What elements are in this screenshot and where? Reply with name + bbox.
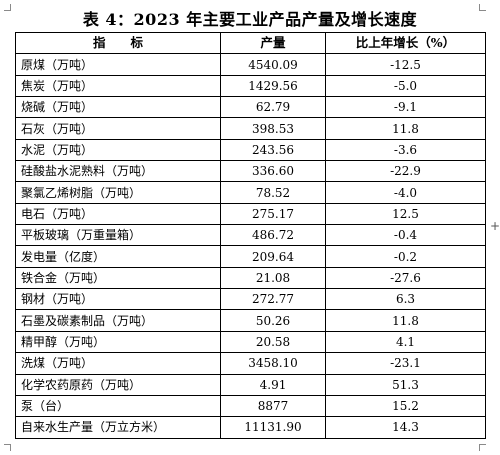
row-growth-cell: 15.2 <box>325 394 486 418</box>
crop-mark-bottom-right <box>479 444 486 451</box>
crop-mark-bottom-left <box>4 444 11 451</box>
row-growth-cell: -22.9 <box>325 160 486 183</box>
row-indicator-cell: 发电量（亿度） <box>15 245 221 268</box>
row-growth-cell: -0.2 <box>325 245 486 268</box>
table-row: 水泥（万吨） 243.56 -3.6 <box>15 138 486 162</box>
row-growth-cell: -3.6 <box>325 138 486 162</box>
row-output-cell: 336.60 <box>220 160 326 183</box>
row-indicator-cell: 铁合金（万吨） <box>15 266 221 290</box>
row-growth-cell: 12.5 <box>325 202 486 226</box>
row-growth-cell: 11.8 <box>325 309 486 332</box>
row-output-cell: 486.72 <box>220 224 326 247</box>
row-output-cell: 209.64 <box>220 245 326 268</box>
table-row: 发电量（亿度） 209.64 -0.2 <box>15 245 486 268</box>
row-indicator-cell: 聚氯乙烯树脂（万吨） <box>15 181 221 204</box>
industrial-output-table: 指 标 产量 比上年增长（%） 原煤（万吨） 4540.09 -12.5 焦炭（万吨）… <box>15 31 486 439</box>
row-indicator-cell: 石灰（万吨） <box>15 117 221 140</box>
row-indicator-cell: 平板玻璃（万重量箱） <box>15 224 221 247</box>
row-growth-cell: -9.1 <box>325 96 486 119</box>
row-output-cell: 8877 <box>220 394 326 418</box>
table-header-row: 指 标 产量 比上年增长（%） <box>15 31 486 55</box>
table-row: 石灰（万吨） 398.53 11.8 <box>15 117 486 140</box>
row-output-cell: 78.52 <box>220 181 326 204</box>
table-row: 泵（台） 8877 15.2 <box>15 394 486 418</box>
row-growth-cell: 51.3 <box>325 373 486 396</box>
table-row: 钢材（万吨） 272.77 6.3 <box>15 288 486 311</box>
crop-mark-top-left <box>4 4 11 11</box>
row-growth-cell: 14.3 <box>325 416 486 439</box>
table-row: 精甲醇（万吨） 20.58 4.1 <box>15 330 486 354</box>
row-growth-cell: 11.8 <box>325 117 486 140</box>
table-row: 原煤（万吨） 4540.09 -12.5 <box>15 53 486 76</box>
row-output-cell: 1429.56 <box>220 74 326 98</box>
table-row: 烧碱（万吨） 62.79 -9.1 <box>15 96 486 119</box>
row-output-cell: 3458.10 <box>220 352 326 375</box>
crop-mark-top-right <box>479 4 486 11</box>
table-add-handle-icon[interactable]: + <box>490 219 500 233</box>
row-growth-cell: 4.1 <box>325 330 486 354</box>
row-indicator-cell: 原煤（万吨） <box>15 53 221 76</box>
row-output-cell: 50.26 <box>220 309 326 332</box>
row-indicator-cell: 洗煤（万吨） <box>15 352 221 375</box>
table-row: 化学农药原药（万吨） 4.91 51.3 <box>15 373 486 396</box>
table-row: 电石（万吨） 275.17 12.5 <box>15 202 486 226</box>
table-row: 硅酸盐水泥熟料（万吨） 336.60 -22.9 <box>15 160 486 183</box>
row-indicator-cell: 自来水生产量（万立方米） <box>15 416 221 439</box>
row-indicator-cell: 水泥（万吨） <box>15 138 221 162</box>
row-output-cell: 275.17 <box>220 202 326 226</box>
row-output-cell: 272.77 <box>220 288 326 311</box>
row-indicator-cell: 硅酸盐水泥熟料（万吨） <box>15 160 221 183</box>
row-indicator-cell: 电石（万吨） <box>15 202 221 226</box>
table-row: 聚氯乙烯树脂（万吨） 78.52 -4.0 <box>15 181 486 204</box>
row-indicator-cell: 焦炭（万吨） <box>15 74 221 98</box>
row-indicator-cell: 石墨及碳素制品（万吨） <box>15 309 221 332</box>
row-growth-cell: -5.0 <box>325 74 486 98</box>
header-indicator: 指 标 <box>15 31 221 55</box>
row-output-cell: 243.56 <box>220 138 326 162</box>
row-growth-cell: 6.3 <box>325 288 486 311</box>
table-title: 表 4：2023 年主要工业产品产量及增长速度 <box>82 10 418 29</box>
header-growth: 比上年增长（%） <box>325 31 486 55</box>
row-output-cell: 4.91 <box>220 373 326 396</box>
row-indicator-cell: 烧碱（万吨） <box>15 96 221 119</box>
table-row: 洗煤（万吨） 3458.10 -23.1 <box>15 352 486 375</box>
row-growth-cell: -0.4 <box>325 224 486 247</box>
row-growth-cell: -23.1 <box>325 352 486 375</box>
table-row: 铁合金（万吨） 21.08 -27.6 <box>15 266 486 290</box>
header-output: 产量 <box>220 31 326 55</box>
row-indicator-cell: 钢材（万吨） <box>15 288 221 311</box>
row-indicator-cell: 精甲醇（万吨） <box>15 330 221 354</box>
row-output-cell: 21.08 <box>220 266 326 290</box>
row-growth-cell: -27.6 <box>325 266 486 290</box>
row-growth-cell: -12.5 <box>325 53 486 76</box>
row-output-cell: 20.58 <box>220 330 326 354</box>
row-output-cell: 62.79 <box>220 96 326 119</box>
row-output-cell: 11131.90 <box>220 416 326 439</box>
row-indicator-cell: 泵（台） <box>15 394 221 418</box>
table-row: 自来水生产量（万立方米） 11131.90 14.3 <box>15 416 486 439</box>
table-row: 焦炭（万吨） 1429.56 -5.0 <box>15 74 486 98</box>
row-indicator-cell: 化学农药原药（万吨） <box>15 373 221 396</box>
row-growth-cell: -4.0 <box>325 181 486 204</box>
table-row: 石墨及碳素制品（万吨） 50.26 11.8 <box>15 309 486 332</box>
table-row: 平板玻璃（万重量箱） 486.72 -0.4 <box>15 224 486 247</box>
row-output-cell: 4540.09 <box>220 53 326 76</box>
row-output-cell: 398.53 <box>220 117 326 140</box>
